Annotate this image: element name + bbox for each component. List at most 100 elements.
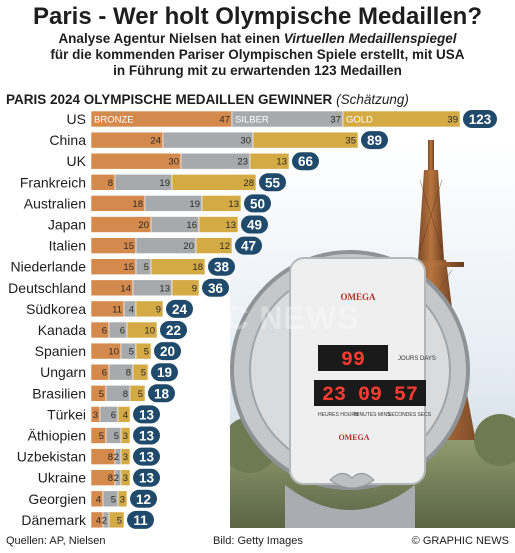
country-label: Japan (48, 217, 86, 233)
total-pill (133, 447, 160, 466)
country-label: Niederlande (11, 259, 87, 275)
bar-value-silber: 6 (111, 410, 116, 421)
bar-value-silber: 4 (129, 304, 134, 315)
subtitle-line-3: in Führung mit zu erwartenden 123 Medail… (113, 63, 402, 78)
bar-value-silber: 23 (237, 157, 248, 168)
total-value: 55 (265, 175, 281, 190)
bar-value-gold: 12 (219, 241, 230, 252)
bar-value-bronze: 30 (168, 157, 179, 168)
clock-stand (285, 485, 415, 528)
bar-gold (120, 427, 131, 444)
total-pill (154, 342, 181, 361)
bar-value-gold: 18 (192, 262, 203, 273)
bar-gold (135, 300, 164, 318)
bar-value-gold: 5 (138, 389, 143, 400)
total-pill (292, 152, 319, 171)
footer-sources: Quellen: AP, Nielsen (6, 535, 106, 547)
bar-gold (120, 469, 131, 487)
time-unit-hours: HEURES HOURS (318, 412, 359, 418)
bar-value-bronze: 6 (102, 326, 107, 337)
bar-value-silber: 5 (114, 431, 119, 442)
bar-gold (201, 195, 242, 212)
legend-bronze: BRONZE (94, 115, 134, 126)
footer-image-credit: Bild: Getty Images (213, 535, 303, 547)
bar-value-bronze: 47 (219, 115, 230, 126)
bar-value-silber: 2 (102, 515, 107, 526)
country-label: Äthiopien (28, 428, 86, 444)
total-value: 123 (469, 112, 492, 127)
total-pill (202, 278, 229, 297)
bar-gold (126, 321, 158, 339)
total-value: 66 (298, 154, 314, 169)
total-value: 49 (247, 218, 262, 233)
bar-value-bronze: 6 (102, 368, 107, 379)
bar-value-silber: 8 (123, 389, 128, 400)
subtitle-line-1-a: Analyse Agentur Nielsen hat einen (58, 31, 284, 46)
bar-value-bronze: 10 (108, 347, 119, 358)
bar-value-gold: 13 (228, 199, 239, 210)
bar-gold (198, 216, 239, 233)
bar-value-bronze: 15 (123, 241, 134, 252)
legend-silber: SILBER (235, 115, 269, 126)
bar-value-silber: 6 (120, 326, 125, 337)
bar-value-silber: 5 (144, 262, 149, 273)
trees-right (474, 414, 515, 466)
bar-value-silber: 19 (189, 199, 200, 210)
bar-value-gold: 39 (447, 115, 458, 126)
total-value: 47 (241, 239, 256, 254)
subtitle-line-1: Analyse Agentur Nielsen hat einen Virtue… (0, 31, 515, 47)
bar-value-bronze: 20 (138, 220, 149, 231)
bar-value-bronze: 4 (96, 515, 101, 526)
bar-value-bronze: 5 (99, 431, 104, 442)
bar-gold (342, 110, 461, 128)
bar-gold (108, 511, 125, 529)
total-value: 50 (250, 196, 265, 211)
country-label: Uzbekistan (17, 449, 86, 465)
country-label: Türkei (47, 406, 86, 422)
total-pill (133, 468, 160, 487)
bar-value-bronze: 4 (96, 494, 101, 505)
bar-gold (120, 448, 131, 465)
total-value: 36 (208, 281, 224, 296)
bar-gold (171, 174, 257, 191)
chart-heading-note: (Schätzung) (336, 92, 409, 107)
bar-value-silber: 2 (114, 452, 119, 463)
bar-value-gold: 9 (156, 304, 161, 315)
bar-value-gold: 5 (141, 368, 146, 379)
total-pill (208, 257, 235, 276)
chart-heading: PARIS 2024 OLYMPISCHE MEDAILLEN GEWINNER… (6, 92, 409, 107)
total-value: 11 (133, 513, 148, 528)
bar-gold (252, 131, 359, 149)
total-pill (463, 110, 497, 128)
clock-brand-bottom: OMEGA (338, 433, 369, 442)
bar-value-silber: 5 (111, 494, 116, 505)
total-value: 89 (367, 133, 382, 148)
bar-value-gold: 13 (225, 220, 236, 231)
country-label: Ukraine (38, 470, 86, 486)
bar-value-bronze: 15 (123, 262, 134, 273)
bar-gold (195, 237, 233, 254)
bar-value-bronze: 8 (108, 452, 113, 463)
bar-value-silber: 2 (114, 473, 119, 484)
bar-value-silber: 13 (159, 283, 170, 294)
bar-value-gold: 3 (123, 431, 128, 442)
bar-value-gold: 13 (276, 157, 287, 168)
page-title: Paris - Wer holt Olympische Medaillen? (32, 3, 482, 30)
total-pill (235, 236, 262, 255)
total-pill (127, 510, 154, 529)
days-display (318, 345, 388, 371)
total-value: 13 (139, 407, 155, 422)
total-value: 22 (166, 323, 181, 338)
bar-value-gold: 35 (345, 136, 356, 147)
clock-brand: OMEGA (341, 292, 376, 302)
country-label: China (49, 132, 86, 148)
bar-gold (117, 490, 128, 508)
country-label: Australien (24, 195, 86, 211)
bar-value-gold: 28 (243, 178, 254, 189)
bar-value-bronze: 3 (93, 410, 98, 421)
total-value: 13 (139, 429, 155, 444)
country-label: Italien (49, 238, 86, 254)
bar-value-gold: 3 (123, 452, 128, 463)
countdown-clock: OMEGA 99 JOURS DAYS 23 09 57 HEURES HOUR… (230, 250, 470, 528)
total-pill (151, 363, 178, 382)
